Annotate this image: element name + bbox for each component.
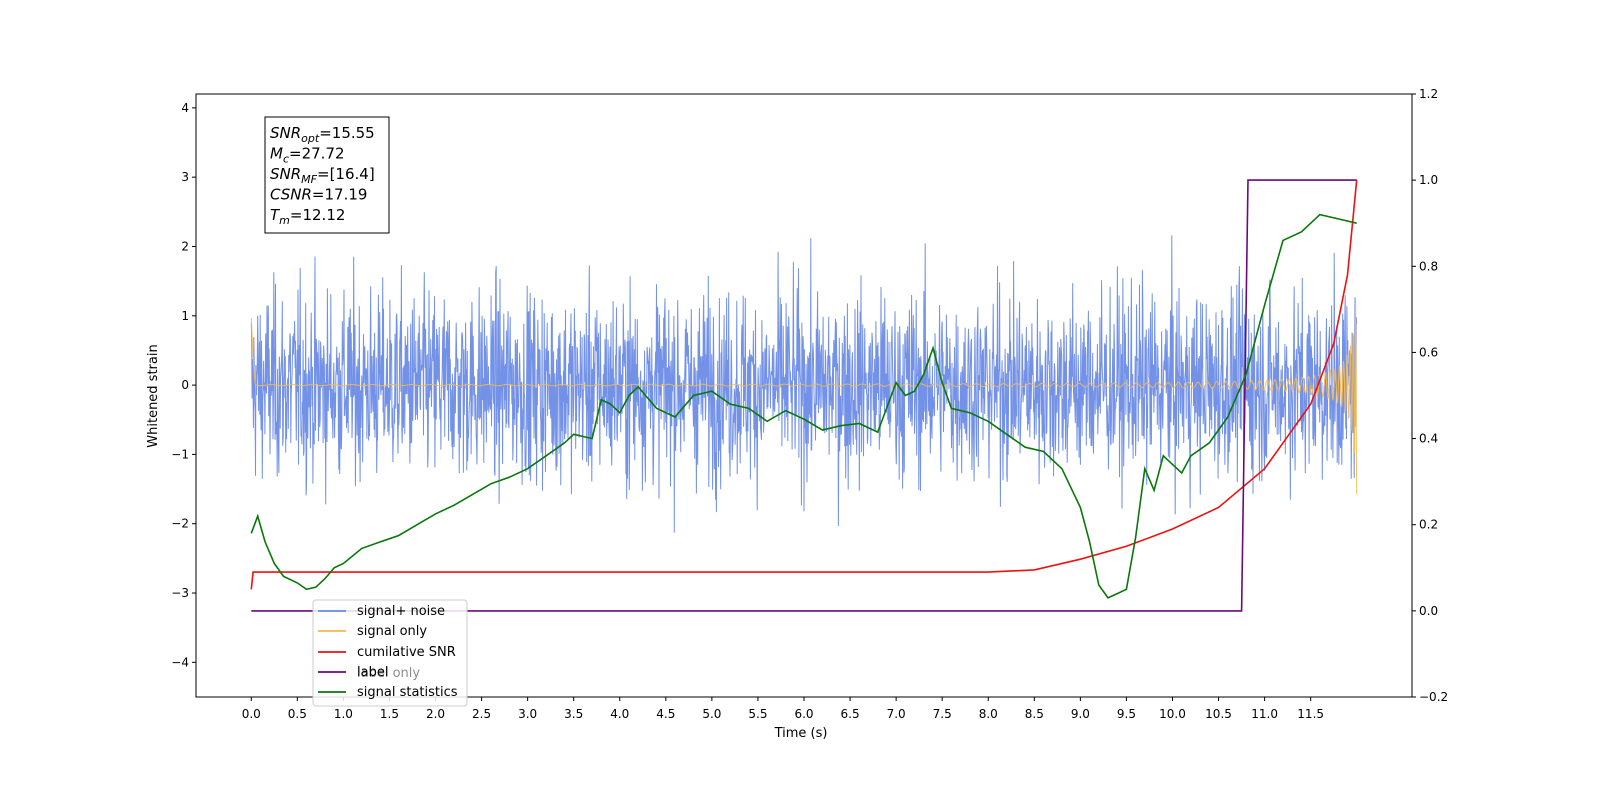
x-tick-label: 3.5: [564, 707, 583, 721]
x-tick-label: 6.5: [841, 707, 860, 721]
y-left-tick-label: 3: [181, 170, 189, 184]
y-left-tick-label: 4: [181, 101, 189, 115]
y-left-tick-label: −1: [171, 447, 189, 461]
x-tick-label: 2.5: [472, 707, 491, 721]
x-tick-label: 0.0: [242, 707, 261, 721]
x-tick-label: 0.5: [288, 707, 307, 721]
x-axis-ticks: 0.0 0.5 1.0 1.5 2.0 2.5 3.0 3.5 4.0 4.5 5.0 5.5 6.0 6…: [242, 697, 1324, 721]
series-cumulative-snr-line: [250, 180, 1358, 590]
info-box-line: SNRopt=15.55: [270, 124, 375, 145]
x-tick-label: 3.0: [518, 707, 537, 721]
info-box-line: CSNR=17.19: [270, 186, 367, 204]
legend-entry-label: label: [357, 665, 388, 680]
y-axis-left-label: Whitened strain: [146, 344, 161, 447]
legend-entry-label: label only: [357, 666, 420, 681]
legend-entry-label: signal+ noise: [357, 604, 445, 619]
x-tick-label: 5.0: [702, 707, 721, 721]
x-tick-label: 10.0: [1159, 707, 1186, 721]
y-left-tick-label: 0: [181, 378, 189, 392]
legend: signal+ noise signal only cumilative SNR la…: [312, 599, 468, 707]
x-tick-label: 1.0: [334, 707, 353, 721]
x-tick-label: 7.5: [933, 707, 952, 721]
y-right-tick-label: 0.8: [1419, 259, 1438, 273]
info-box-line: SNRMF=[16.4]: [270, 165, 375, 186]
info-box-line: Tm=12.12: [270, 206, 345, 227]
y-left-tick-label: 1: [181, 309, 189, 323]
series-layer: [250, 179, 1358, 612]
x-tick-label: 11.5: [1297, 707, 1324, 721]
x-axis-label: Time (s): [774, 726, 828, 741]
y-left-tick-label: 2: [181, 239, 189, 253]
x-tick-label: 11.0: [1251, 707, 1278, 721]
y-right-tick-label: 0.2: [1419, 518, 1438, 532]
legend-entry-label: signal statistics: [357, 685, 458, 700]
x-tick-label: 1.5: [380, 707, 399, 721]
info-box-line: Mc=27.72: [270, 145, 345, 166]
x-tick-label: 2.0: [426, 707, 445, 721]
y-axis-right-ticks: 1.2 1.0 0.8 0.6 0.4 0.2 0.0 −0.2: [1412, 87, 1448, 704]
x-tick-label: 4.0: [610, 707, 629, 721]
legend-entry-label: signal only: [357, 624, 427, 639]
series-label-line: [251, 179, 1357, 612]
y-right-tick-label: 1.0: [1419, 173, 1438, 187]
x-tick-label: 8.0: [979, 707, 998, 721]
series-signal-only-line: [250, 298, 1358, 495]
info-box-frame: [264, 116, 390, 234]
y-left-tick-label: −4: [171, 655, 189, 669]
series-signal-statistics-line: [250, 213, 1357, 599]
x-tick-label: 4.5: [656, 707, 675, 721]
info-box: SNRopt=15.55Mc=27.72SNRMF=[16.4]CSNR=17.…: [264, 116, 390, 234]
y-axis-left-ticks: 4 3 2 1 0 −1 −2 −3 −4: [171, 101, 196, 669]
y-right-tick-label: −0.2: [1419, 690, 1448, 704]
series-signal-noise-line: [250, 235, 1358, 533]
x-tick-label: 6.0: [794, 707, 813, 721]
y-right-tick-label: 0.0: [1419, 604, 1438, 618]
y-left-tick-label: −3: [171, 586, 189, 600]
y-left-tick-label: −2: [171, 517, 189, 531]
legend-frame: [312, 599, 468, 707]
y-right-tick-label: 1.2: [1419, 87, 1438, 101]
x-tick-label: 10.5: [1205, 707, 1232, 721]
x-tick-label: 5.5: [748, 707, 767, 721]
x-tick-label: 9.0: [1071, 707, 1090, 721]
x-tick-label: 7.0: [887, 707, 906, 721]
legend-entry-label: cumilative SNR: [357, 645, 456, 660]
x-tick-label: 8.5: [1025, 707, 1044, 721]
x-tick-label: 9.5: [1117, 707, 1136, 721]
y-right-tick-label: 0.4: [1419, 432, 1438, 446]
y-right-tick-label: 0.6: [1419, 345, 1438, 359]
